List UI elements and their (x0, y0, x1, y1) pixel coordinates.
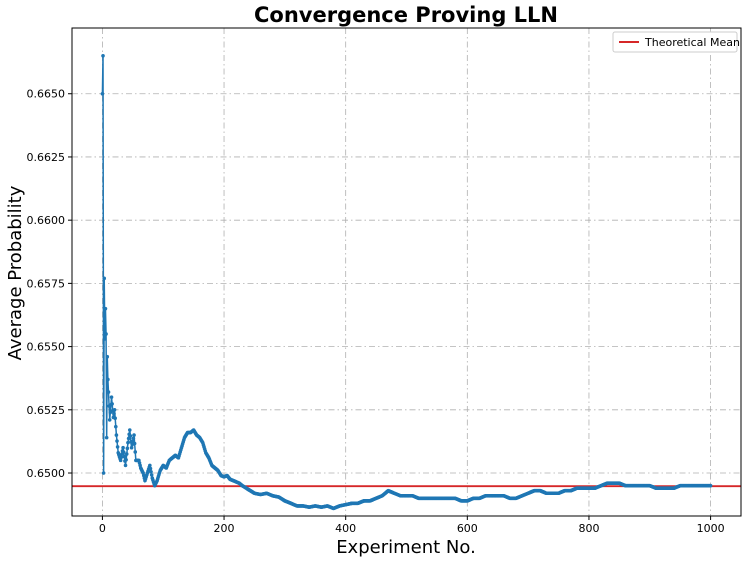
series-point (101, 54, 105, 58)
series-point (100, 91, 105, 96)
series-point (106, 390, 111, 394)
series-point (127, 428, 132, 432)
y-axis-label: Average Probability (5, 185, 26, 360)
series-point (149, 473, 154, 477)
series-point (148, 466, 153, 471)
x-tick-label: 0 (99, 522, 106, 535)
chart-title: Convergence Proving LLN (254, 3, 558, 27)
series-point (128, 434, 133, 438)
series-point (115, 445, 120, 449)
series-point (113, 424, 118, 429)
series-point (129, 445, 134, 450)
series-point (126, 440, 130, 445)
plot-frame (71, 27, 742, 517)
x-tick-label: 1000 (697, 522, 725, 535)
series-point (113, 416, 117, 421)
series-point (131, 436, 136, 441)
y-tick-label: 0.6650 (27, 88, 66, 101)
series-point (121, 445, 125, 450)
legend-box (612, 31, 738, 53)
x-tick-label: 400 (335, 522, 356, 535)
series-point (118, 458, 123, 463)
series-point (112, 408, 117, 412)
y-axis-ticks: 0.6500 0.6525 0.6550 0.6575 0.6600 0.6625 0.66… (27, 88, 72, 480)
series-point (122, 454, 127, 459)
series-point (101, 471, 106, 475)
series-line (101, 55, 711, 510)
series-point (104, 435, 109, 440)
y-tick-label: 0.6575 (27, 277, 66, 290)
series-point (115, 439, 119, 443)
series-point (132, 441, 137, 446)
series-point (110, 402, 114, 406)
x-axis-ticks: 0 200 400 600 800 1000 (99, 516, 725, 535)
series-point (123, 463, 128, 468)
series-layer (100, 54, 713, 511)
legend: Theoretical Mean (612, 31, 740, 53)
y-tick-label: 0.6600 (27, 214, 66, 227)
grid-lines (72, 28, 741, 516)
series-point (125, 446, 130, 451)
series-point (133, 450, 138, 454)
x-axis-label: Experiment No. (336, 537, 476, 558)
series-point (119, 455, 124, 460)
series-point (109, 395, 114, 399)
x-tick-label: 200 (214, 522, 235, 535)
series-point (708, 483, 713, 488)
series-point (102, 276, 107, 281)
series-point (104, 332, 108, 336)
legend-label-theoretical-mean: Theoretical Mean (644, 36, 740, 49)
x-tick-label: 600 (457, 522, 478, 535)
series-point (103, 337, 107, 341)
series-point (106, 377, 110, 382)
series-point (124, 452, 129, 456)
y-tick-label: 0.6525 (27, 404, 66, 417)
x-tick-label: 800 (578, 522, 599, 535)
series-point (112, 411, 116, 416)
series-point (103, 306, 108, 311)
series-point (124, 457, 128, 462)
y-tick-label: 0.6550 (27, 341, 66, 354)
series-point (126, 436, 131, 441)
series-point (107, 418, 112, 422)
series-point (114, 433, 119, 437)
y-tick-label: 0.6500 (27, 467, 66, 480)
series-point (149, 469, 153, 474)
series-point (148, 463, 152, 468)
series-point (121, 450, 126, 454)
y-tick-label: 0.6625 (27, 151, 66, 164)
series-point (132, 433, 136, 437)
series-point (105, 354, 110, 359)
